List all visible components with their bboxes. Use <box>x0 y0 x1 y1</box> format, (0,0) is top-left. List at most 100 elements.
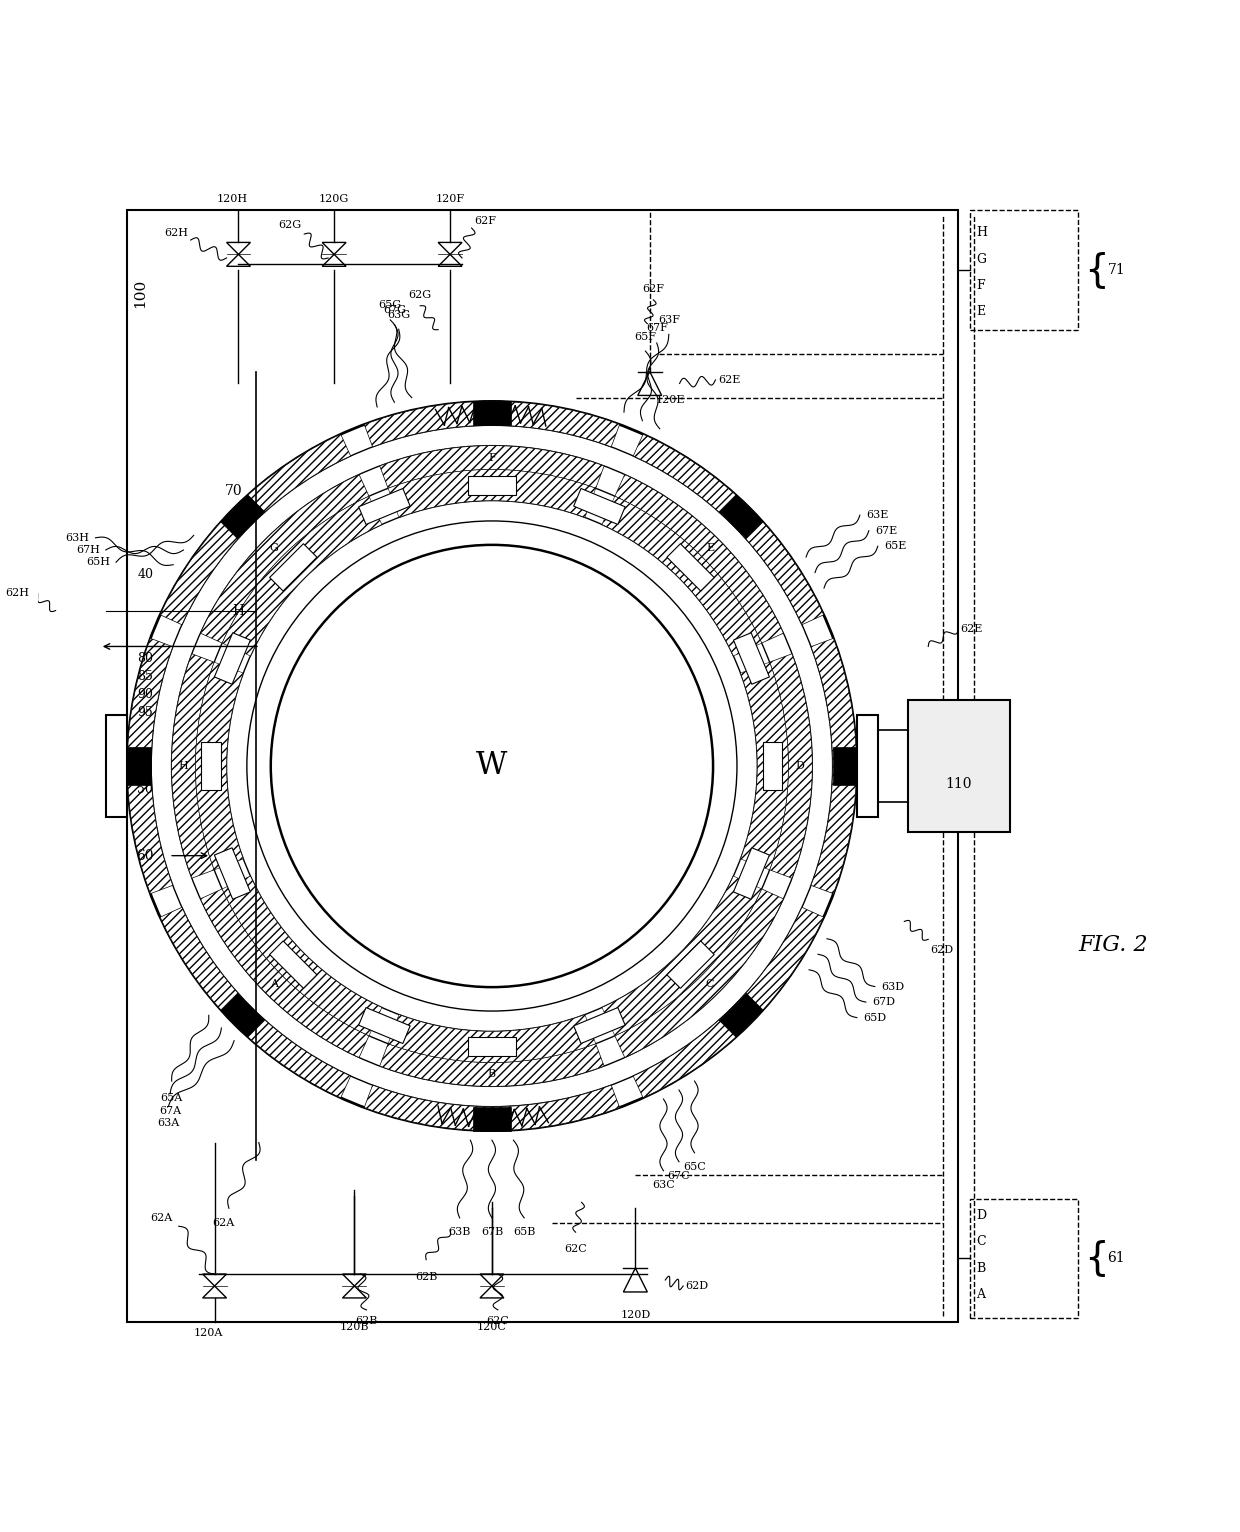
Text: W: W <box>476 751 507 781</box>
Text: 62G: 62G <box>279 221 301 230</box>
Text: 120E: 120E <box>656 395 686 406</box>
Polygon shape <box>832 748 857 784</box>
Text: D: D <box>796 761 805 771</box>
Polygon shape <box>601 876 761 1036</box>
Text: F: F <box>489 452 496 463</box>
Text: 67A: 67A <box>159 1106 181 1115</box>
Polygon shape <box>770 654 812 878</box>
Text: 120G: 120G <box>319 195 350 204</box>
Text: 67F: 67F <box>646 323 667 334</box>
Text: 65G: 65G <box>378 300 402 311</box>
Polygon shape <box>358 1008 410 1043</box>
Polygon shape <box>472 401 511 426</box>
Polygon shape <box>379 446 604 489</box>
Text: 65B: 65B <box>513 1227 536 1238</box>
Text: G: G <box>269 542 278 553</box>
Text: 120B: 120B <box>340 1322 370 1331</box>
Text: 62A: 62A <box>150 1213 172 1223</box>
Text: {: { <box>1084 1239 1109 1278</box>
Text: 62C: 62C <box>564 1244 587 1255</box>
Text: 62D: 62D <box>931 945 954 956</box>
Text: 62H: 62H <box>164 228 188 237</box>
Polygon shape <box>128 748 151 784</box>
Polygon shape <box>388 1014 595 1063</box>
Text: 63F: 63F <box>657 316 680 325</box>
Text: 62H: 62H <box>5 588 30 597</box>
Text: 62A: 62A <box>212 1218 234 1227</box>
Polygon shape <box>221 495 264 539</box>
Polygon shape <box>601 496 761 656</box>
Polygon shape <box>388 469 595 518</box>
Text: G: G <box>976 253 986 265</box>
Text: 63C: 63C <box>652 1180 675 1190</box>
Text: A: A <box>976 1288 985 1301</box>
Text: 63G: 63G <box>387 309 410 320</box>
Polygon shape <box>734 847 770 899</box>
Text: 65D: 65D <box>863 1013 885 1023</box>
Polygon shape <box>667 941 714 988</box>
Polygon shape <box>467 475 516 495</box>
Polygon shape <box>171 654 215 878</box>
Polygon shape <box>215 847 250 899</box>
Text: H: H <box>179 761 188 771</box>
Text: B: B <box>976 1261 986 1275</box>
Text: 62C: 62C <box>486 1316 510 1325</box>
Text: 65C: 65C <box>683 1163 706 1172</box>
Bar <box>857 715 878 817</box>
Text: D: D <box>976 1209 986 1223</box>
Polygon shape <box>201 889 370 1057</box>
Text: 63B: 63B <box>449 1227 471 1238</box>
Text: B: B <box>487 1069 496 1080</box>
Text: 65A: 65A <box>160 1092 182 1103</box>
Text: 95: 95 <box>138 706 153 719</box>
Polygon shape <box>734 633 770 685</box>
Text: 65E: 65E <box>884 541 906 552</box>
Bar <box>128 210 959 1322</box>
Bar <box>908 700 1009 832</box>
Polygon shape <box>128 639 172 893</box>
Polygon shape <box>719 495 764 539</box>
Text: 62E: 62E <box>961 624 983 634</box>
Text: 63H: 63H <box>66 533 89 542</box>
Text: 67G: 67G <box>383 305 405 316</box>
Polygon shape <box>379 1043 604 1086</box>
Polygon shape <box>269 544 317 591</box>
Polygon shape <box>764 741 782 791</box>
Polygon shape <box>201 741 221 791</box>
Text: 120H: 120H <box>217 195 248 204</box>
Text: 63D: 63D <box>880 982 904 991</box>
Text: 63E: 63E <box>866 510 888 521</box>
Polygon shape <box>667 544 714 591</box>
Text: 67E: 67E <box>874 525 897 536</box>
Text: 62D: 62D <box>686 1281 709 1291</box>
Polygon shape <box>215 633 250 685</box>
Text: 61: 61 <box>1107 1252 1125 1265</box>
Text: 65F: 65F <box>635 331 656 342</box>
Polygon shape <box>811 639 857 893</box>
Bar <box>105 715 128 817</box>
Polygon shape <box>160 907 351 1098</box>
Polygon shape <box>365 401 620 447</box>
Text: 67B: 67B <box>481 1227 503 1238</box>
Text: 85: 85 <box>138 669 154 683</box>
Text: F: F <box>976 279 985 293</box>
Text: 71: 71 <box>1107 264 1125 277</box>
Text: 67H: 67H <box>76 545 99 555</box>
Text: C: C <box>706 979 714 990</box>
Polygon shape <box>269 941 317 988</box>
Text: 62B: 62B <box>355 1316 378 1325</box>
Text: 90: 90 <box>138 688 154 700</box>
Text: 60: 60 <box>136 849 154 863</box>
Text: 62E: 62E <box>718 375 740 385</box>
Polygon shape <box>615 475 784 643</box>
Bar <box>970 210 1078 329</box>
Text: C: C <box>976 1235 986 1249</box>
Text: 67C: 67C <box>667 1172 691 1181</box>
Text: A: A <box>270 979 278 990</box>
Text: 40: 40 <box>138 568 154 581</box>
Text: 50: 50 <box>138 783 154 797</box>
Polygon shape <box>221 993 264 1037</box>
Text: 100: 100 <box>134 279 148 308</box>
Polygon shape <box>615 889 784 1057</box>
Polygon shape <box>196 662 243 870</box>
